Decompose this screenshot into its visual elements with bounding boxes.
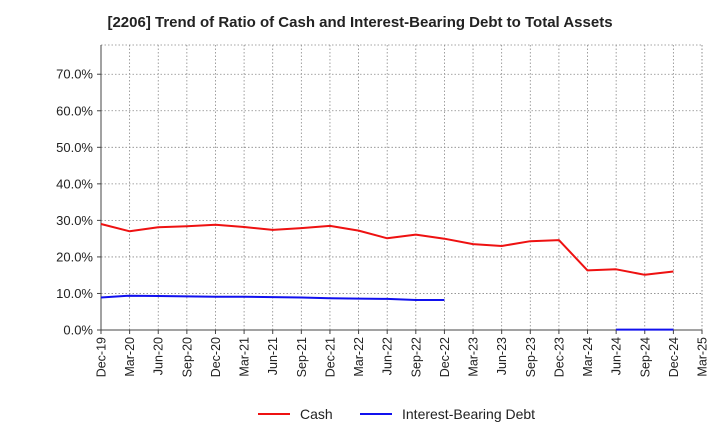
x-tick-label: Jun-20 xyxy=(152,337,166,375)
x-tick-label: Mar-23 xyxy=(467,337,481,377)
plot-area xyxy=(101,45,702,330)
chart-title: [2206] Trend of Ratio of Cash and Intere… xyxy=(107,14,613,31)
x-tick-label: Mar-21 xyxy=(238,337,252,377)
x-tick-label: Dec-22 xyxy=(438,337,452,377)
x-tick-label: Jun-21 xyxy=(266,337,280,375)
x-tick-label: Sep-20 xyxy=(180,337,194,377)
x-tick-label: Dec-24 xyxy=(667,337,681,377)
y-tick-label: 10.0% xyxy=(56,286,93,301)
y-tick-label: 30.0% xyxy=(56,213,93,228)
x-tick-label: Dec-20 xyxy=(209,337,223,377)
series-line-interest-bearing-debt xyxy=(100,294,445,301)
x-tick-label: Sep-24 xyxy=(638,337,652,377)
x-tick-label: Dec-23 xyxy=(552,337,566,377)
x-tick-label: Sep-21 xyxy=(295,337,309,377)
x-tick-label: Mar-25 xyxy=(696,337,710,377)
y-tick-label: 70.0% xyxy=(56,67,93,82)
series-line-cash xyxy=(100,223,674,276)
x-tick-label: Sep-23 xyxy=(524,337,538,377)
x-tick-label: Jun-24 xyxy=(610,337,624,375)
x-tick-label: Mar-20 xyxy=(123,337,137,377)
x-tick-label: Dec-21 xyxy=(323,337,337,377)
x-tick-label: Jun-22 xyxy=(381,337,395,375)
y-tick-label: 20.0% xyxy=(56,249,93,264)
legend-label-cash: Cash xyxy=(300,406,333,422)
x-tick-label: Dec-19 xyxy=(95,337,109,377)
y-tick-label: 0.0% xyxy=(63,323,93,338)
x-tick-label: Sep-22 xyxy=(409,337,423,377)
x-tick-label: Jun-23 xyxy=(495,337,509,375)
x-tick-label: Mar-24 xyxy=(581,337,595,377)
y-tick-label: 60.0% xyxy=(56,103,93,118)
legend-label-interest-bearing-debt: Interest-Bearing Debt xyxy=(402,406,535,422)
y-tick-label: 40.0% xyxy=(56,176,93,191)
x-tick-label: Mar-22 xyxy=(352,337,366,377)
y-tick-label: 50.0% xyxy=(56,140,93,155)
